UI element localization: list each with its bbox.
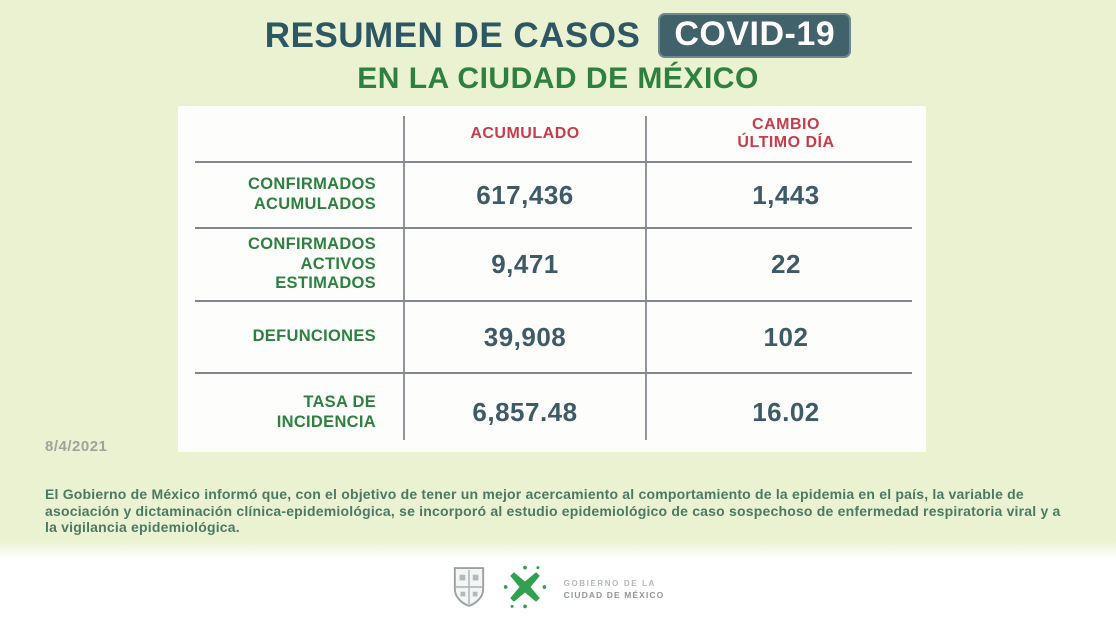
city-coat-of-arms-icon (452, 566, 486, 613)
row-divider-4 (195, 372, 912, 374)
value-tasa-incidencia-acumulado: 6,857.48 (472, 397, 578, 427)
logo-line-gobierno: GOBIERNO DE LA (563, 578, 656, 588)
summary-grid: ACUMULADO CAMBIO ÚLTIMO DÍA CONFIRMADOS … (178, 106, 926, 452)
value-confirmados-activos-acumulado: 9,471 (491, 249, 559, 279)
row-divider-2 (195, 227, 912, 229)
column-header-cambio-ultimo-dia: CAMBIO ÚLTIMO DÍA (737, 115, 835, 151)
summary-table: ACUMULADO CAMBIO ÚLTIMO DÍA CONFIRMADOS … (178, 106, 926, 452)
value-tasa-incidencia-cambio: 16.02 (752, 397, 820, 427)
header-spacer (178, 106, 404, 162)
background-fade (0, 542, 1116, 558)
row-label-defunciones: DEFUNCIONES (252, 327, 376, 346)
column-divider-2 (645, 116, 647, 440)
government-logo-text: GOBIERNO DE LA CIUDAD DE MÉXICO (564, 579, 665, 600)
column-header-acumulado: ACUMULADO (470, 124, 580, 142)
covid19-badge: COVID-19 (658, 13, 852, 58)
row-label-confirmados-acumulados: CONFIRMADOS ACUMULADOS (248, 175, 376, 213)
value-confirmados-activos-cambio: 22 (771, 249, 801, 279)
report-date: 8/4/2021 (45, 438, 108, 455)
row-divider-1 (195, 161, 912, 163)
row-divider-3 (195, 300, 912, 302)
value-defunciones-cambio: 102 (763, 321, 809, 352)
value-confirmados-acumulados-cambio: 1,443 (752, 179, 820, 210)
page-subtitle: EN LA CIUDAD DE MÉXICO (357, 62, 759, 95)
cdmx-x-logo-icon (501, 563, 549, 616)
value-defunciones-acumulado: 39,908 (483, 321, 567, 352)
title-row: RESUMEN DE CASOS COVID-19 (0, 13, 1116, 58)
value-confirmados-acumulados-acumulado: 617,436 (476, 179, 574, 210)
footnote-paragraph: El Gobierno de México informó que, con e… (45, 486, 1061, 535)
government-logo-strip: GOBIERNO DE LA CIUDAD DE MÉXICO (0, 558, 1116, 620)
logo-line-ciudad: CIUDAD DE MÉXICO (563, 589, 665, 600)
page-title: RESUMEN DE CASOS (264, 15, 641, 55)
row-label-confirmados-activos-estimados: CONFIRMADOS ACTIVOS ESTIMADOS (248, 234, 376, 293)
row-label-tasa-de-incidencia: TASA DE INCIDENCIA (276, 392, 376, 431)
column-divider-1 (403, 116, 405, 440)
